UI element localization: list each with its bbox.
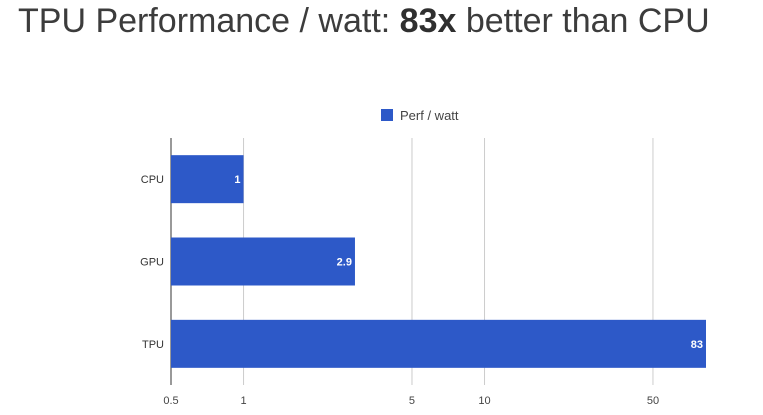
category-labels: CPU GPU TPU	[140, 174, 164, 351]
chart-title-prefix: TPU Performance / watt:	[18, 2, 400, 40]
x-tick-label: 1	[240, 395, 246, 407]
x-tick-label: 5	[409, 395, 415, 407]
category-label: CPU	[141, 174, 164, 186]
x-tick-label: 10	[478, 395, 490, 407]
category-label: TPU	[142, 339, 164, 351]
data-label: 83	[691, 339, 703, 351]
chart-title-suffix: better than CPU	[456, 2, 710, 40]
x-tick-label: 50	[647, 395, 659, 407]
legend: Perf / watt	[381, 108, 459, 123]
category-label: GPU	[140, 257, 164, 269]
bars: 1 2.9 83	[171, 155, 706, 368]
bar-cpu	[171, 155, 244, 204]
data-label: 1	[234, 174, 240, 186]
chart-title-highlight: 83x	[399, 2, 457, 40]
chart-title: TPU Performance / watt: 83x better than …	[18, 2, 710, 41]
data-label: 2.9	[337, 257, 352, 269]
bar-tpu	[171, 319, 706, 368]
legend-label: Perf / watt	[400, 108, 459, 123]
bar-gpu	[171, 237, 355, 286]
x-tick-labels: 0.5 1 5 10 50	[163, 395, 659, 407]
x-tick-label: 0.5	[163, 395, 178, 407]
legend-swatch	[381, 109, 393, 121]
